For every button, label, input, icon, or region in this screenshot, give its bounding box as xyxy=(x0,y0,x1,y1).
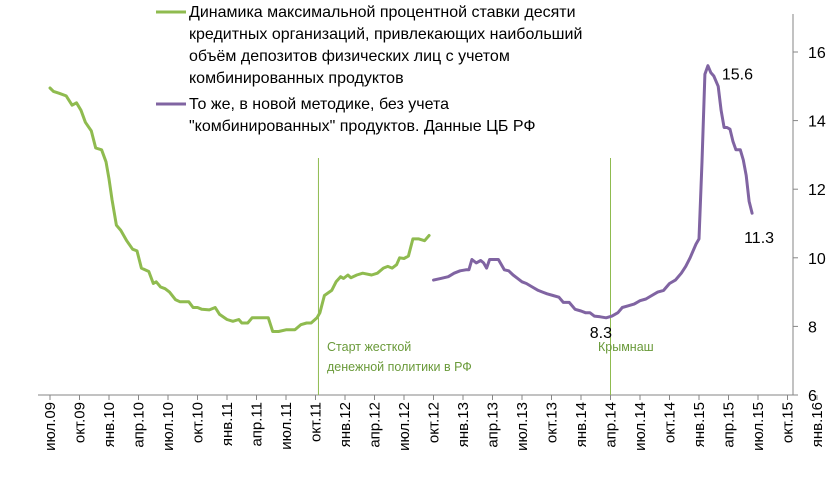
x-tick-label: июл.10 xyxy=(160,402,177,451)
data-label: 15.6 xyxy=(722,67,753,84)
x-tick-label: окт.14 xyxy=(662,402,679,443)
x-tick-label: окт.13 xyxy=(544,402,561,443)
x-tick-label: янв.16 xyxy=(809,402,826,447)
series-lines xyxy=(48,64,754,333)
x-tick-label: окт.15 xyxy=(780,402,797,443)
x-tick-label: апр.10 xyxy=(131,402,148,448)
x-tick-label: окт.09 xyxy=(72,402,89,443)
x-tick-label: окт.12 xyxy=(426,402,443,443)
legend-label-series-2-line: То же, в новой методике, без учета xyxy=(189,96,449,113)
x-tick-label: янв.11 xyxy=(219,402,236,446)
legend-label-series-1-line: комбинированных продуктов xyxy=(189,70,404,87)
y-tick-label: 12 xyxy=(808,182,826,199)
y-tick-label: 6 xyxy=(808,388,817,405)
annotations: 15.6 11.3 8.3 xyxy=(590,67,774,342)
x-tick-label: июл.11 xyxy=(278,402,295,450)
axes: 6 8 10 12 14 16 июл.09 окт.09 янв.10 апр.10 июл.10… xyxy=(38,14,826,451)
x-tick-label: янв.13 xyxy=(455,402,472,447)
x-tick-label: июл.14 xyxy=(632,402,649,451)
y-tick-label: 10 xyxy=(808,251,826,268)
legend-label-series-1: Динамика максимальной процентной ставки … xyxy=(189,4,587,87)
legend: Динамика максимальной процентной ставки … xyxy=(156,4,587,135)
x-tick-label: янв.15 xyxy=(691,402,708,447)
x-tick-label: янв.14 xyxy=(573,402,590,447)
x-tick-label: июл.09 xyxy=(42,402,59,451)
x-tick-label: апр.15 xyxy=(721,402,738,448)
event-markers: Старт жесткой денежной политики в РФ Крымн… xyxy=(317,158,654,395)
y-tick-label: 8 xyxy=(808,319,817,336)
x-tick-label: апр.12 xyxy=(367,402,384,448)
series-line-1 xyxy=(48,86,431,333)
legend-label-series-2: То же, в новой методике, без учета "комб… xyxy=(189,96,536,135)
legend-label-series-1-line: Динамика максимальной процентной ставки … xyxy=(189,4,576,21)
series-line-2 xyxy=(432,64,754,320)
x-tick-label: янв.10 xyxy=(101,402,118,447)
x-tick-label: апр.14 xyxy=(603,402,620,448)
x-tick-label: июл.15 xyxy=(750,402,767,451)
event-label: Крымнаш xyxy=(598,340,654,354)
y-tick-label: 14 xyxy=(808,114,826,131)
data-label: 11.3 xyxy=(744,230,774,247)
legend-label-series-2-line: "комбинированных" продуктов. Данные ЦБ Р… xyxy=(189,118,536,135)
legend-label-series-1-line: объём депозитов физических лиц с учетом xyxy=(189,48,510,65)
x-tick-label: апр.11 xyxy=(249,402,266,447)
x-tick-label: окт.10 xyxy=(190,402,207,443)
x-tick-label: апр.13 xyxy=(485,402,502,448)
y-tick-label: 16 xyxy=(808,45,826,62)
x-tick-label: окт.11 xyxy=(308,402,325,442)
legend-label-series-1-line: кредитных организаций, привлекающих наиб… xyxy=(189,26,582,43)
x-tick-label: июл.12 xyxy=(396,402,413,451)
data-label: 8.3 xyxy=(590,325,612,342)
x-tick-label: янв.12 xyxy=(337,402,354,447)
event-label: Старт жесткой xyxy=(327,340,411,354)
x-tick-label: июл.13 xyxy=(514,402,531,451)
event-label: денежной политики в РФ xyxy=(327,360,472,374)
